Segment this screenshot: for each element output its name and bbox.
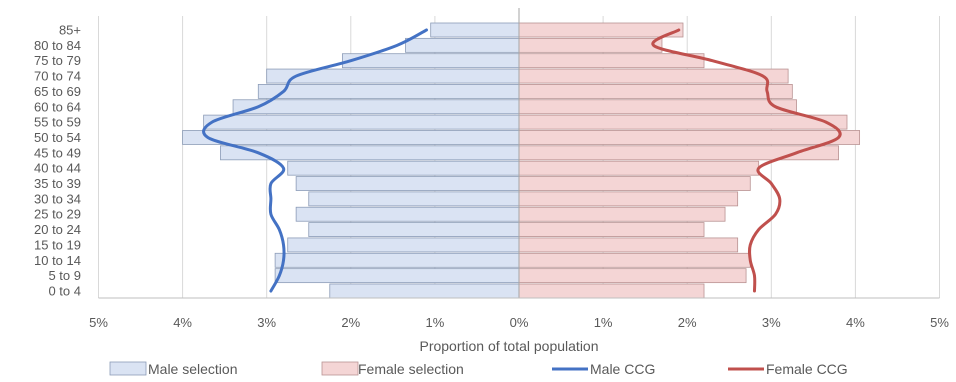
x-axis-title: Proportion of total population xyxy=(419,338,598,354)
male-selection-bar-16 xyxy=(405,37,520,53)
x-tick-label-7: 2% xyxy=(678,315,697,330)
male-ccg-line xyxy=(202,28,428,293)
legend-swatch-male-selection xyxy=(109,361,147,376)
ccg-lines xyxy=(202,28,842,293)
x-tick-label-3: 2% xyxy=(341,315,360,330)
male-selection-bar-6 xyxy=(308,191,520,207)
x-tick-label-6: 1% xyxy=(594,315,613,330)
age-label-13: 65 to 69 xyxy=(34,84,81,99)
female-selection-bar-15 xyxy=(518,53,705,69)
x-tick-label-4: 1% xyxy=(426,315,445,330)
age-label-11: 55 to 59 xyxy=(34,115,81,130)
age-label-4: 20 to 24 xyxy=(34,222,81,237)
legend: Male selection Female selection Male CCG Fe… xyxy=(109,361,848,377)
x-tick-label-9: 4% xyxy=(846,315,865,330)
axes xyxy=(98,8,940,299)
legend-swatch-female-selection xyxy=(321,361,359,376)
age-label-5: 25 to 29 xyxy=(34,207,81,222)
male-selection-bar-9 xyxy=(220,145,520,161)
male-selection-bar-5 xyxy=(295,206,520,222)
age-label-1: 5 to 9 xyxy=(48,268,81,283)
age-label-9: 45 to 49 xyxy=(34,145,81,160)
female-selection-bar-7 xyxy=(518,176,751,191)
male-selection-bar-2 xyxy=(274,252,520,268)
male-selection-bar-13 xyxy=(257,84,520,99)
x-tick-label-5: 0% xyxy=(510,315,529,330)
age-label-17: 85+ xyxy=(59,23,81,38)
legend-label-female-ccg: Female CCG xyxy=(766,361,848,377)
age-label-3: 15 to 19 xyxy=(34,237,81,252)
male-selection-bar-12 xyxy=(232,99,520,115)
female-selection-bar-9 xyxy=(518,145,839,161)
male-selection-bar-0 xyxy=(329,283,520,299)
legend-label-male-selection: Male selection xyxy=(148,361,238,377)
age-label-12: 60 to 64 xyxy=(34,99,81,114)
female-ccg-line xyxy=(651,28,842,293)
male-selection-bar-3 xyxy=(287,237,520,253)
x-tick-label-1: 4% xyxy=(173,315,192,330)
x-tick-label-2: 3% xyxy=(257,315,276,330)
age-label-10: 50 to 54 xyxy=(34,130,81,145)
age-label-7: 35 to 39 xyxy=(34,176,81,191)
female-selection-bar-8 xyxy=(518,160,760,176)
male-selection-bar-17 xyxy=(430,22,520,38)
female-selection-bar-1 xyxy=(518,268,747,284)
female-selection-bar-13 xyxy=(518,84,793,99)
female-selection-bar-11 xyxy=(518,114,848,130)
male-selection-bar-4 xyxy=(308,222,520,237)
legend-label-male-ccg: Male CCG xyxy=(590,361,655,377)
female-selection-bar-0 xyxy=(518,283,705,299)
age-label-15: 75 to 79 xyxy=(34,53,81,68)
age-label-6: 30 to 34 xyxy=(34,191,81,206)
female-selection-bar-5 xyxy=(518,206,726,222)
male-selection-bar-1 xyxy=(274,268,520,284)
age-label-16: 80 to 84 xyxy=(34,38,81,53)
male-selection-bar-10 xyxy=(182,130,520,145)
male-selection-bar-14 xyxy=(266,68,520,84)
x-tick-label-10: 5% xyxy=(930,315,949,330)
female-selection-bar-16 xyxy=(518,37,663,53)
female-selection-bar-4 xyxy=(518,222,705,237)
bars xyxy=(182,22,861,299)
x-tick-label-8: 3% xyxy=(762,315,781,330)
legend-label-female-selection: Female selection xyxy=(358,361,464,377)
age-label-2: 10 to 14 xyxy=(34,253,81,268)
female-selection-bar-3 xyxy=(518,237,739,253)
age-label-8: 40 to 44 xyxy=(34,161,81,176)
male-selection-bar-7 xyxy=(295,176,520,191)
female-selection-bar-6 xyxy=(518,191,739,207)
male-selection-bar-11 xyxy=(203,114,520,130)
male-selection-bar-8 xyxy=(287,160,520,176)
age-label-14: 70 to 74 xyxy=(34,69,81,84)
female-selection-bar-12 xyxy=(518,99,797,115)
female-selection-bar-17 xyxy=(518,22,684,38)
age-label-0: 0 to 4 xyxy=(48,284,81,299)
female-selection-bar-2 xyxy=(518,252,751,268)
x-tick-labels: 5% 4% 3% 2% 1% 0% 1% 2% 3% 4% 5% xyxy=(89,315,949,330)
x-tick-label-0: 5% xyxy=(89,315,108,330)
female-selection-bar-10 xyxy=(518,130,861,145)
